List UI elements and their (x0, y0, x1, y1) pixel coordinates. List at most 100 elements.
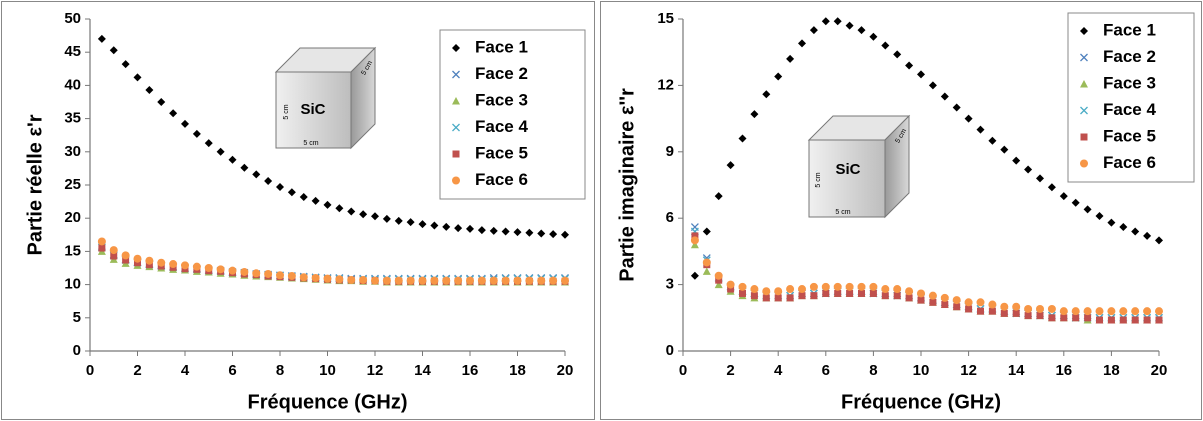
data-point (276, 271, 284, 280)
data-point (1107, 316, 1115, 324)
data-point (988, 136, 997, 145)
data-point (192, 262, 201, 271)
data-point (762, 90, 771, 99)
data-point (561, 230, 569, 239)
legend-marker (1080, 80, 1088, 88)
data-point (109, 46, 118, 55)
data-point (762, 287, 771, 296)
x-tick-label: 10 (913, 362, 930, 379)
data-point (988, 300, 997, 309)
y-tick-label: 25 (64, 176, 81, 193)
legend-marker (1080, 53, 1088, 62)
data-point (1012, 309, 1020, 317)
data-point (917, 296, 925, 304)
data-point (157, 98, 166, 106)
data-point (1036, 312, 1044, 320)
data-point (1024, 304, 1033, 313)
data-point (1071, 307, 1080, 316)
x-tick-label: 10 (319, 362, 336, 379)
data-point (809, 26, 818, 35)
y-tick-label: 40 (64, 76, 81, 93)
legend-marker (452, 123, 460, 132)
data-point (382, 214, 391, 223)
data-point (833, 17, 842, 26)
data-point (1059, 307, 1068, 316)
data-point (1119, 307, 1128, 316)
data-point (726, 280, 735, 289)
data-point (299, 192, 308, 201)
data-point (846, 289, 854, 297)
data-point (1155, 236, 1163, 245)
data-point (857, 282, 866, 291)
legend-label: Face 4 (1103, 100, 1156, 119)
x-tick-label: 20 (557, 362, 574, 379)
data-point (287, 188, 296, 197)
data-point (941, 301, 949, 309)
x-tick-label: 14 (1008, 362, 1025, 379)
data-point (121, 60, 130, 69)
data-point (1107, 218, 1116, 227)
data-point (1048, 314, 1056, 322)
legend-box (439, 29, 586, 200)
x-tick-label: 0 (86, 362, 94, 379)
data-point (893, 50, 902, 59)
data-point (739, 289, 746, 297)
data-point (928, 291, 937, 300)
x-tick-label: 12 (960, 362, 977, 379)
data-point (335, 275, 344, 284)
x-tick-label: 6 (822, 362, 830, 379)
data-point (513, 276, 522, 285)
data-point (1131, 227, 1140, 236)
legend-label: Face 2 (475, 64, 528, 83)
data-point (122, 256, 130, 264)
data-point (109, 246, 118, 255)
data-point (477, 276, 486, 285)
x-tick-label: 14 (414, 362, 431, 379)
data-point (406, 276, 415, 285)
data-point (1036, 174, 1044, 183)
cube-label: SiC (300, 101, 325, 118)
data-point (1047, 304, 1056, 313)
data-point (1012, 156, 1021, 165)
data-point (964, 298, 973, 307)
data-point (988, 307, 996, 315)
legend-label: Face 4 (475, 117, 528, 136)
data-point (1143, 316, 1151, 324)
data-point (240, 163, 249, 172)
data-point (1131, 316, 1139, 324)
data-point (145, 256, 154, 265)
data-point (1000, 309, 1008, 317)
data-point (917, 70, 925, 79)
cube-dim: 5 cm (303, 140, 318, 147)
data-point (727, 285, 735, 293)
data-point (549, 276, 558, 285)
legend-marker (452, 176, 460, 185)
data-point (881, 292, 889, 300)
panel-border (600, 1, 1202, 420)
x-tick-label: 8 (869, 362, 877, 379)
data-point (549, 230, 558, 239)
legend-box (1067, 12, 1195, 183)
data-point (335, 204, 344, 213)
data-point (97, 34, 106, 43)
data-point (821, 17, 830, 26)
data-point (466, 224, 474, 233)
data-point (1143, 231, 1152, 240)
x-tick-label: 18 (509, 362, 526, 379)
x-tick-label: 4 (774, 362, 783, 379)
data-point (121, 251, 130, 260)
data-point (845, 21, 854, 30)
x-tick-label: 16 (462, 362, 479, 379)
data-point (204, 264, 213, 272)
data-point (1047, 183, 1056, 192)
data-point (750, 285, 759, 294)
data-point (702, 258, 711, 267)
data-point (940, 92, 949, 101)
data-point (976, 298, 985, 307)
data-point (466, 276, 474, 285)
data-point (97, 237, 106, 246)
data-point (786, 285, 795, 294)
y-tick-label: 45 (64, 43, 81, 60)
data-point (774, 287, 783, 296)
x-tick-label: 20 (1151, 362, 1168, 379)
